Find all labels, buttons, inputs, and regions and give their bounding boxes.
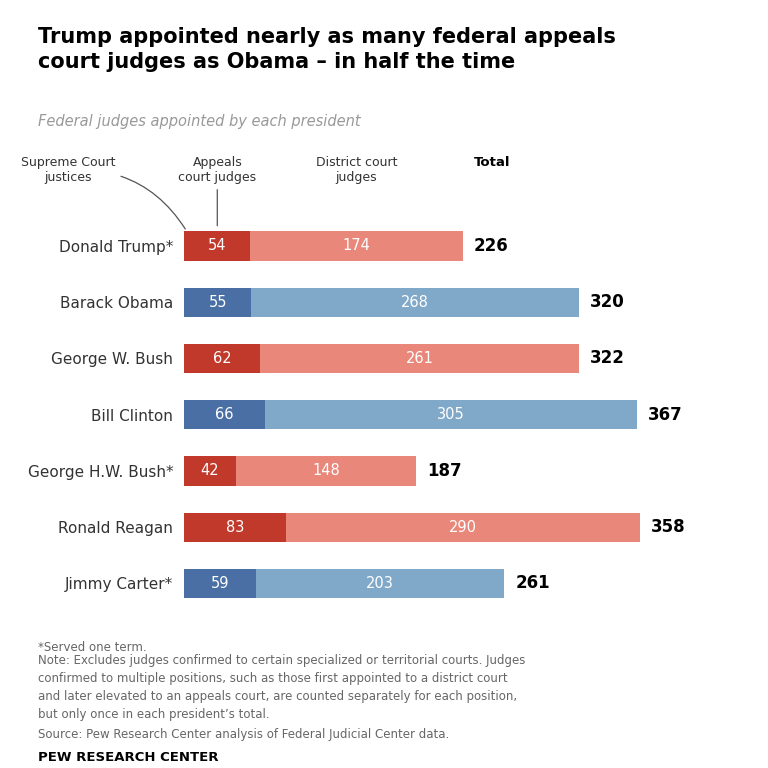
Bar	[184, 569, 257, 598]
Bar	[184, 231, 250, 260]
Bar	[236, 456, 416, 485]
Text: Trump appointed nearly as many federal appeals
court judges as Obama – in half t: Trump appointed nearly as many federal a…	[38, 27, 616, 71]
Text: 62: 62	[213, 351, 231, 366]
Text: District court
judges: District court judges	[316, 156, 397, 184]
Text: 261: 261	[515, 574, 550, 592]
Text: 174: 174	[343, 239, 370, 253]
Bar	[184, 344, 260, 373]
Text: 54: 54	[208, 239, 227, 253]
Text: 367: 367	[648, 406, 683, 424]
Bar	[184, 287, 251, 317]
Text: 358: 358	[650, 518, 685, 536]
Text: 226: 226	[474, 237, 508, 255]
Text: 322: 322	[590, 349, 624, 367]
Bar	[250, 231, 462, 260]
Text: Note: Excludes judges confirmed to certain specialized or territorial courts. Ju: Note: Excludes judges confirmed to certa…	[38, 654, 526, 721]
Text: 59: 59	[211, 576, 230, 591]
Text: 55: 55	[209, 295, 227, 310]
Text: 290: 290	[449, 520, 477, 535]
Text: *Served one term.: *Served one term.	[38, 641, 147, 654]
Bar	[257, 569, 505, 598]
Bar	[286, 512, 640, 542]
Text: Source: Pew Research Center analysis of Federal Judicial Center data.: Source: Pew Research Center analysis of …	[38, 728, 449, 741]
Text: 83: 83	[226, 520, 244, 535]
Bar	[260, 344, 578, 373]
Text: 66: 66	[215, 407, 234, 422]
Text: PEW RESEARCH CENTER: PEW RESEARCH CENTER	[38, 751, 219, 764]
Text: 187: 187	[427, 462, 462, 480]
Text: 148: 148	[312, 463, 339, 478]
Text: 268: 268	[401, 295, 429, 310]
Bar	[251, 287, 578, 317]
Text: Federal judges appointed by each president: Federal judges appointed by each preside…	[38, 114, 361, 129]
Bar	[265, 400, 637, 429]
Text: 305: 305	[437, 407, 465, 422]
Text: 203: 203	[366, 576, 394, 591]
Text: Supreme Court
justices: Supreme Court justices	[21, 156, 185, 229]
Bar	[184, 512, 286, 542]
Text: 261: 261	[406, 351, 433, 366]
Text: 320: 320	[590, 293, 624, 311]
Bar	[184, 456, 236, 485]
Text: 42: 42	[200, 463, 220, 478]
Bar	[184, 400, 265, 429]
Text: Appeals
court judges: Appeals court judges	[178, 156, 257, 226]
Text: Total: Total	[474, 156, 510, 169]
